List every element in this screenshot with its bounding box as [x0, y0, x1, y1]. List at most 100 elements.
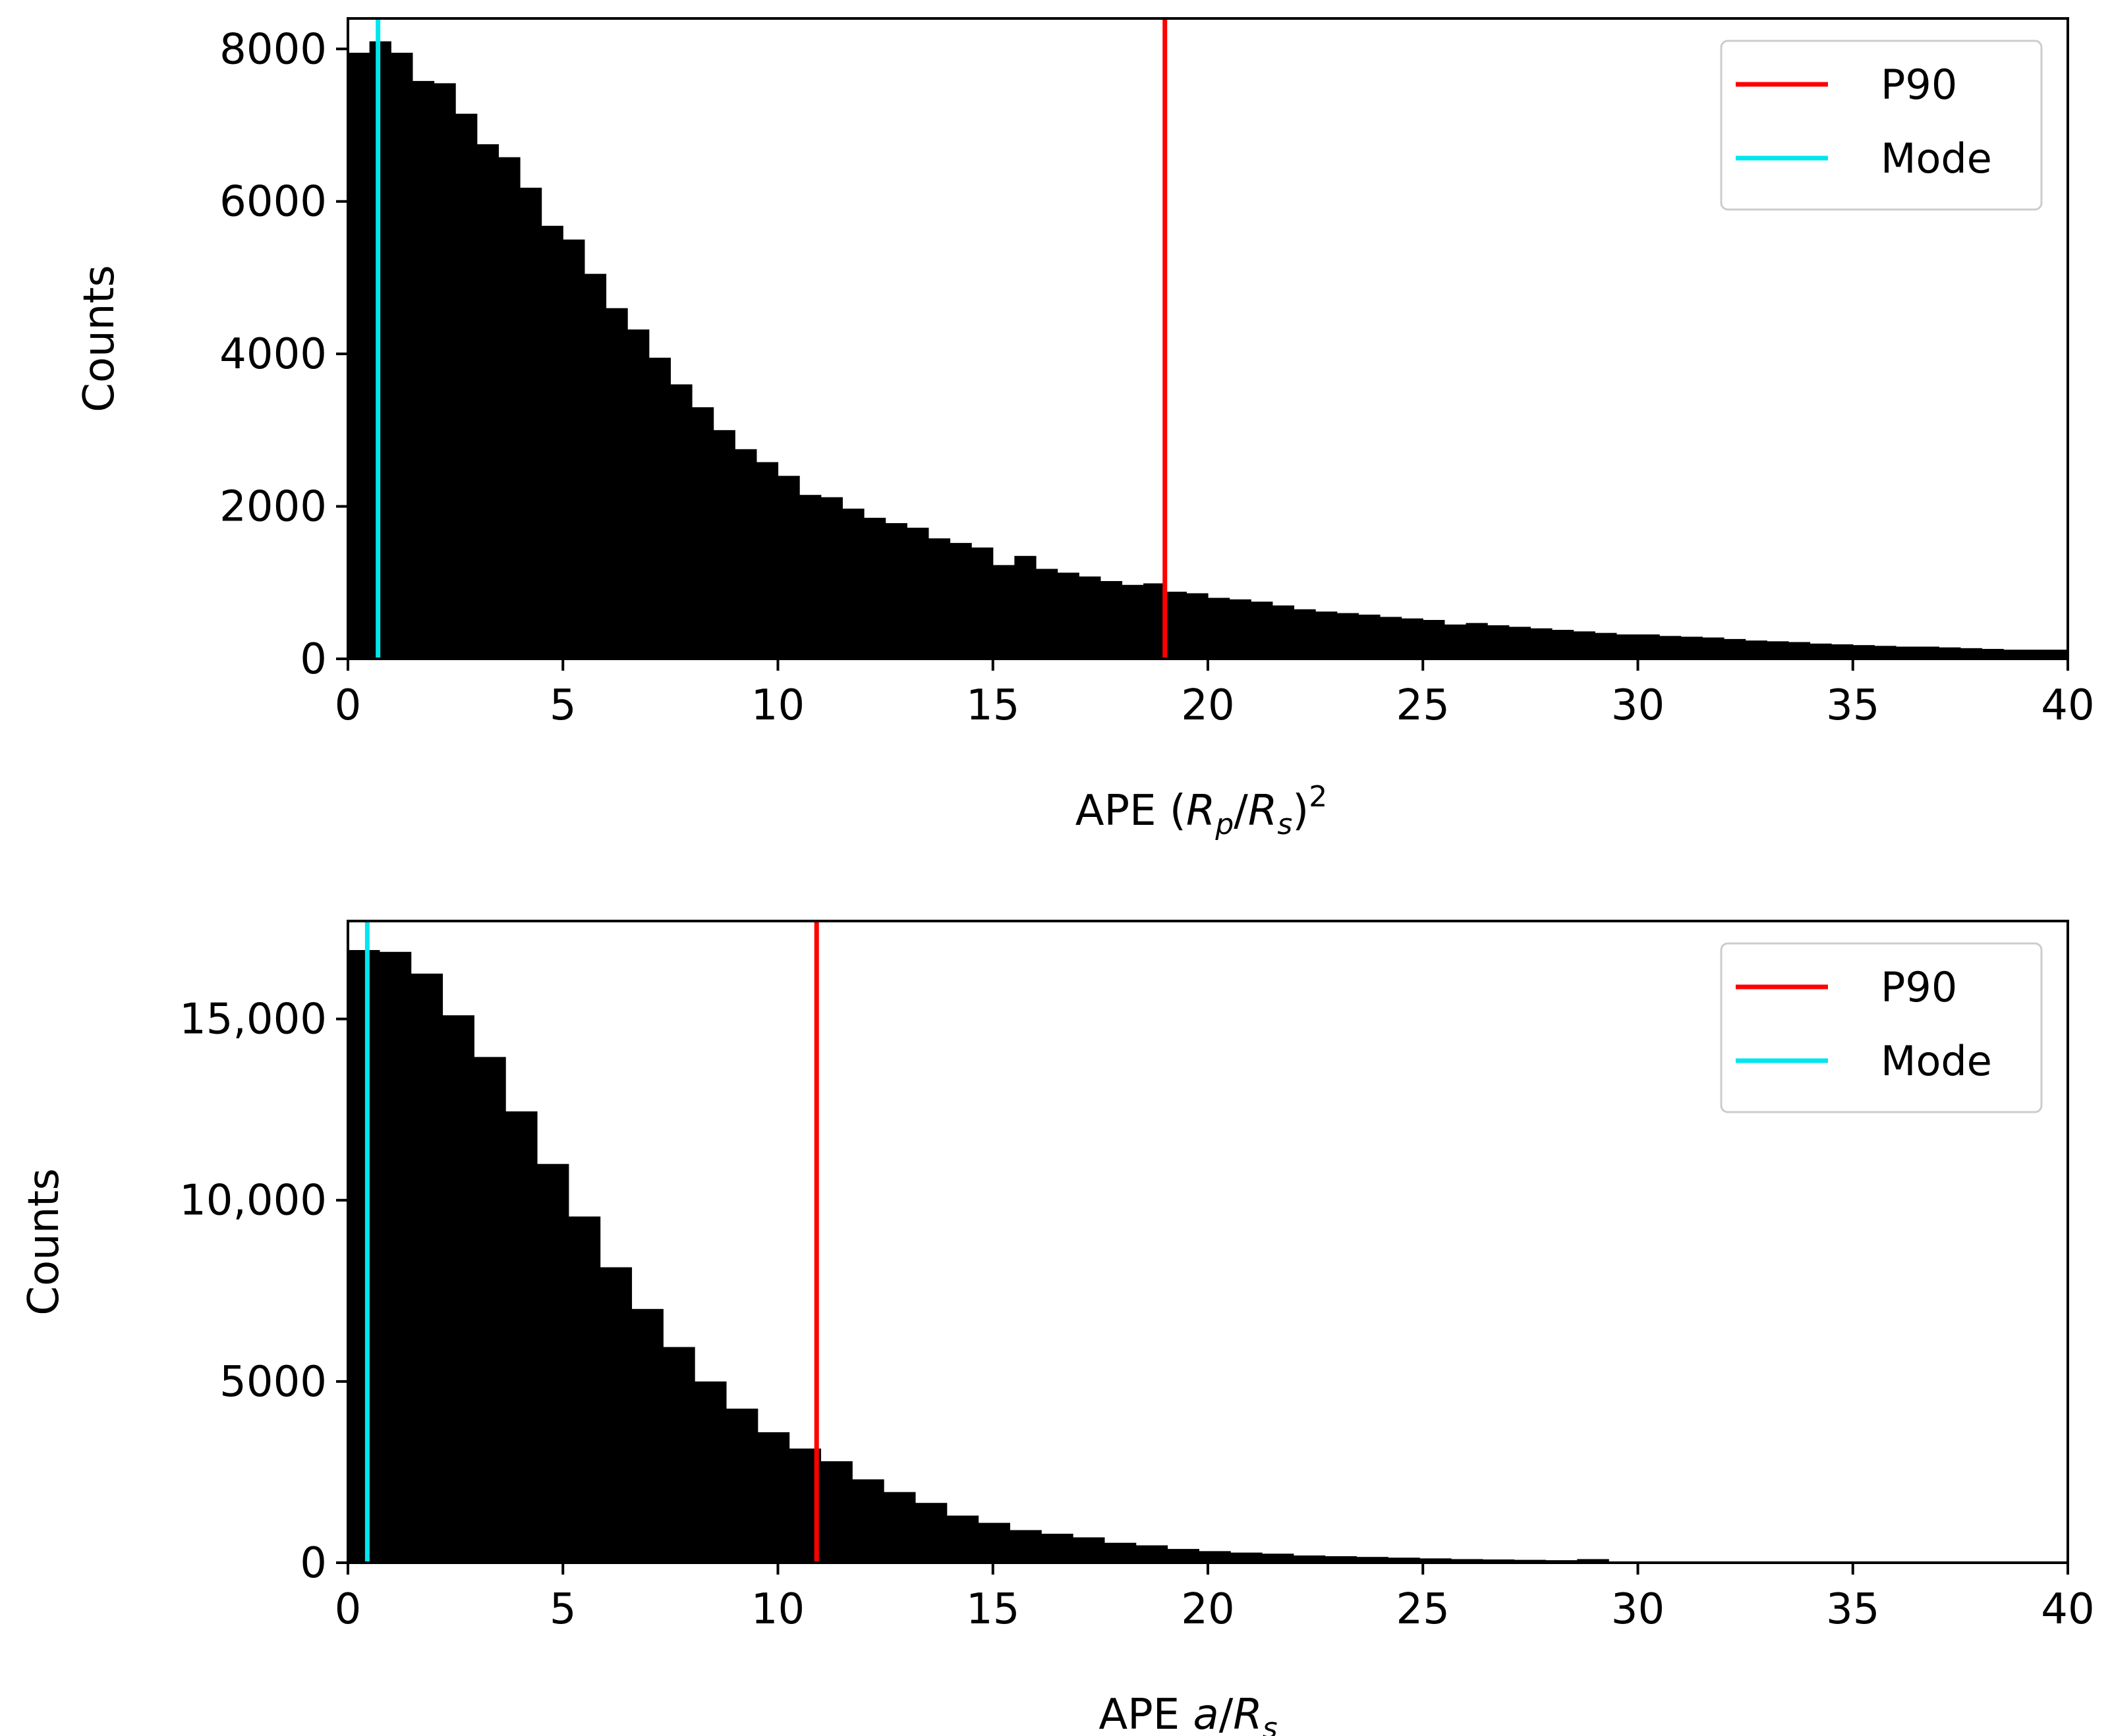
y-tick-label: 2000 — [219, 483, 327, 532]
histogram-bar — [946, 1515, 979, 1563]
histogram-bar — [971, 547, 994, 659]
histogram-bar — [1104, 1542, 1137, 1563]
histogram-bar — [498, 157, 521, 659]
histogram-bar — [663, 1347, 695, 1563]
histogram-bar — [1616, 634, 1639, 659]
legend: P90 Mode — [1720, 942, 2043, 1113]
histogram-bar — [1325, 1556, 1357, 1563]
x-tick-label: 0 — [335, 1585, 362, 1634]
histogram-bar — [1831, 644, 1854, 659]
histogram-bar — [505, 1111, 538, 1563]
histogram-bar — [648, 357, 671, 659]
histogram-bar — [1638, 634, 1660, 659]
histogram-bar — [1659, 636, 1682, 659]
histogram-bars — [348, 41, 2068, 659]
x-tick-label: 40 — [2041, 1585, 2094, 1634]
histogram-bar — [778, 476, 800, 659]
histogram-bar — [950, 543, 972, 659]
histogram-bar — [1388, 1557, 1420, 1563]
legend-label: P90 — [1881, 963, 1957, 1011]
histogram-bar — [584, 273, 607, 659]
histogram-bar — [735, 449, 757, 659]
y-axis-ticks: 0 5000 10,000 15,000 — [179, 995, 348, 1588]
histogram-bar — [1135, 1545, 1168, 1563]
y-tick-label: 0 — [300, 1539, 327, 1588]
histogram-bar — [842, 509, 865, 659]
histogram-bar — [1208, 598, 1230, 659]
histogram-bar — [1057, 573, 1079, 659]
x-tick-label: 15 — [966, 681, 1019, 730]
histogram-bar — [713, 430, 735, 659]
histogram-bar — [695, 1381, 727, 1563]
histogram-bar — [442, 1015, 474, 1563]
histogram-bar — [379, 951, 412, 1563]
reference-lines — [376, 18, 1168, 659]
histogram-bar — [600, 1267, 633, 1563]
histogram-bar — [1041, 1533, 1073, 1563]
histogram-bar — [1487, 625, 1510, 659]
x-tick-label: 25 — [1396, 1585, 1450, 1634]
x-tick-label: 30 — [1611, 681, 1665, 730]
x-tick-label: 30 — [1611, 1585, 1665, 1634]
histogram-bar — [541, 225, 563, 659]
histogram-bar — [2003, 650, 2026, 659]
histogram-bar — [1982, 648, 2004, 659]
histogram-bar — [563, 239, 585, 659]
histogram-bar — [1939, 647, 1961, 659]
x-tick-label: 35 — [1826, 1585, 1879, 1634]
histogram-bar — [1251, 602, 1273, 659]
x-tick-label: 10 — [751, 681, 805, 730]
histogram-bar — [631, 1308, 664, 1563]
histogram-bar — [1423, 619, 1445, 659]
y-tick-label: 6000 — [219, 178, 327, 227]
histogram-bar — [369, 41, 391, 659]
x-tick-label: 25 — [1396, 681, 1450, 730]
histogram-bar — [1401, 618, 1423, 659]
histogram-bar — [884, 1492, 916, 1563]
histogram-bar — [1917, 646, 1939, 659]
x-axis-ticks: 0 5 10 15 20 25 30 35 40 — [335, 659, 2095, 730]
y-tick-label: 5000 — [219, 1358, 327, 1407]
x-tick-label: 15 — [966, 1585, 1019, 1634]
histogram-bar — [1767, 641, 1789, 659]
histogram-bar — [1294, 609, 1316, 659]
histogram-bar — [455, 113, 478, 659]
histogram-bar — [2046, 650, 2068, 659]
histogram-bar — [1143, 583, 1166, 659]
histogram-bar — [820, 1461, 853, 1563]
histogram-bar — [1530, 628, 1553, 659]
histogram-bar — [606, 308, 628, 659]
x-tick-label: 5 — [550, 1585, 577, 1634]
x-tick-label: 20 — [1181, 1585, 1234, 1634]
histogram-bar — [568, 1216, 601, 1563]
histogram-bar — [1810, 643, 1832, 659]
y-tick-label: 15,000 — [179, 995, 327, 1044]
histogram-bar — [474, 1057, 506, 1563]
histogram-bar — [536, 1163, 569, 1563]
x-tick-label: 0 — [335, 681, 362, 730]
histogram-bar — [1514, 1559, 1547, 1563]
histogram-bar — [1788, 642, 1811, 659]
histogram-bar — [1036, 569, 1058, 659]
y-axis-label: Counts — [75, 265, 124, 412]
histogram-bar — [434, 83, 456, 659]
histogram-bar — [1702, 637, 1725, 659]
histogram-bar — [1960, 648, 1983, 659]
x-tick-label: 5 — [550, 681, 577, 730]
histogram-bar — [476, 144, 499, 659]
histogram-bar — [799, 495, 822, 659]
histogram-bar — [1508, 627, 1531, 659]
legend-label: P90 — [1881, 61, 1957, 109]
histogram-bar — [1186, 593, 1209, 659]
x-tick-label: 40 — [2041, 681, 2094, 730]
histogram-bar — [692, 407, 714, 659]
histogram-bar — [1229, 599, 1251, 659]
histogram-bar — [1577, 1559, 1609, 1563]
histogram-bar — [757, 1432, 790, 1563]
x-tick-label: 20 — [1181, 681, 1234, 730]
histogram-bar — [412, 80, 435, 659]
histogram-bar — [1358, 614, 1381, 659]
histogram-bar — [992, 565, 1015, 659]
histogram-bar — [1073, 1537, 1105, 1563]
